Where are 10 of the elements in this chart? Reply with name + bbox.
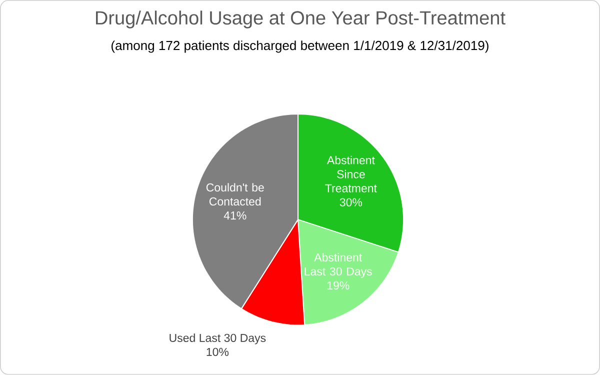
data-label: 30% [340, 198, 362, 206]
data-label: 41% [224, 212, 246, 220]
slice-label: Couldn't be Contacted [206, 183, 264, 206]
slice-label: Abstinent Last 30 Days [304, 253, 372, 278]
slice-label: Used Last 30 Days [170, 334, 266, 344]
chart-subtitle: (among 172 patients discharged between 1/1/2019 & 12/31/2019) [112, 40, 488, 53]
slice-label: Abstinent Since Treatment [325, 156, 377, 192]
data-label: 19% [327, 281, 350, 290]
data-label: 10% [206, 348, 229, 356]
chart-title: Drug/Alcohol Usage at One Year Post-Treatment [96, 10, 506, 28]
